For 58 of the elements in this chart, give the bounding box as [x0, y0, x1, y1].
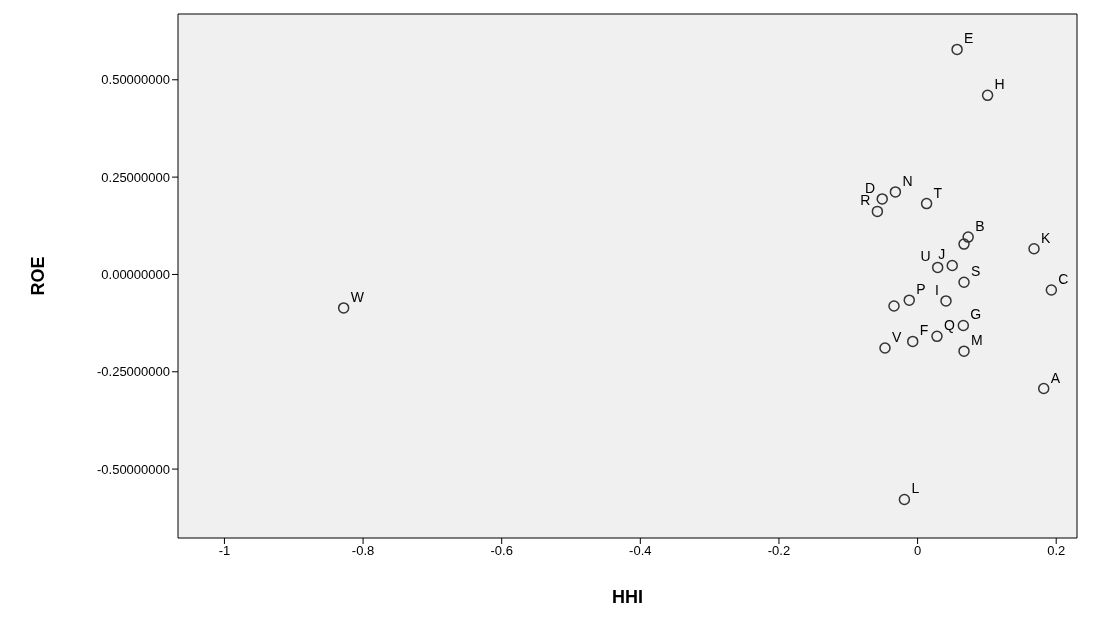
annotation: V	[892, 329, 902, 346]
point	[958, 276, 970, 288]
y-axis-title: ROE	[28, 256, 49, 296]
point	[940, 295, 952, 307]
point	[957, 319, 970, 332]
point	[946, 259, 958, 272]
annotation: C	[1058, 271, 1069, 288]
point	[871, 205, 884, 218]
x-tick-label: -0.6	[490, 543, 513, 559]
point	[1037, 382, 1050, 395]
annotation: N	[902, 172, 913, 189]
y-tick-label: 0.50000000	[101, 72, 170, 88]
x-axis-title: HHI	[612, 587, 643, 607]
y-tick-label: 0.25000000	[101, 169, 170, 185]
annotation: J	[938, 246, 946, 263]
annotation: W	[350, 288, 365, 305]
point	[920, 197, 933, 210]
x-tick-label: -1	[218, 543, 231, 559]
point	[903, 294, 916, 306]
point	[962, 231, 974, 243]
x-tick-label: -0.4	[629, 543, 652, 559]
point	[888, 300, 900, 312]
annotation: G	[970, 306, 982, 323]
point	[958, 345, 970, 357]
point	[931, 261, 944, 274]
point	[337, 302, 350, 314]
point	[958, 238, 970, 250]
point	[906, 335, 919, 348]
y-tick-label: 0.00000000	[101, 267, 170, 283]
point	[1028, 243, 1040, 255]
annotation: E	[964, 30, 974, 47]
point	[876, 193, 888, 205]
annotation: F	[919, 322, 929, 339]
annotation: I	[935, 281, 939, 298]
annotation: H	[994, 76, 1005, 93]
point	[879, 342, 891, 354]
annotation: A	[1050, 369, 1061, 386]
x-tick-label: -0.2	[767, 543, 791, 559]
annotation: M	[971, 332, 983, 349]
annotation: T	[933, 184, 943, 201]
annotation: K	[1041, 229, 1052, 246]
y-tick-label: -0.50000000	[96, 461, 170, 477]
annotation: B	[975, 218, 985, 235]
point	[898, 493, 911, 506]
x-tick-label: -0.8	[351, 543, 375, 559]
point	[951, 43, 963, 56]
annotation: U	[920, 248, 931, 265]
annotation: S	[971, 263, 981, 280]
point	[889, 186, 902, 198]
point	[931, 330, 943, 343]
y-tick-label: -0.25000000	[96, 364, 170, 380]
annotation: L	[911, 480, 920, 497]
point	[981, 89, 994, 102]
annotation: P	[916, 281, 926, 298]
point	[1045, 284, 1058, 296]
x-tick-label: 0.2	[1047, 543, 1066, 559]
x-tick-label: 0	[913, 543, 922, 559]
annotation: Q	[943, 317, 955, 334]
